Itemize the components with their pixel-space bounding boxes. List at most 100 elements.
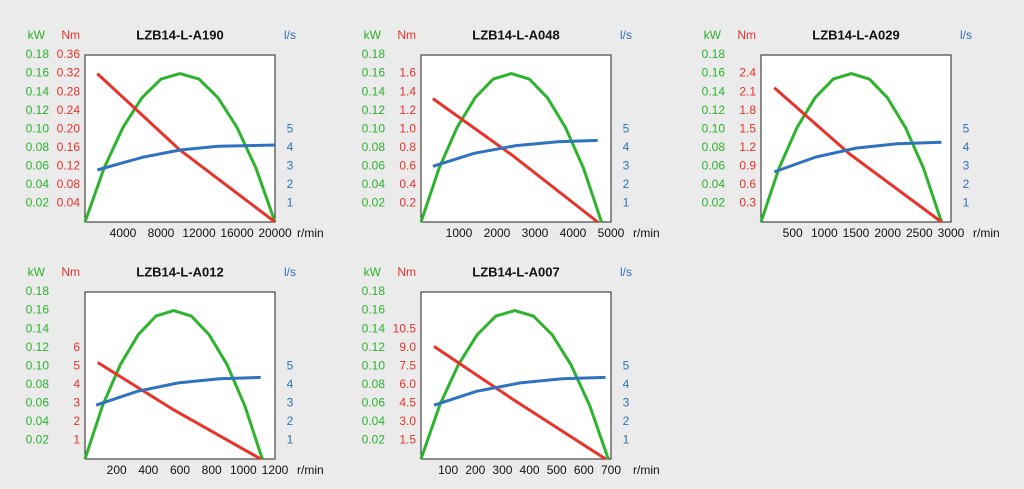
y-tick-label: 1.4 — [399, 84, 416, 98]
x-tick-label: 800 — [202, 463, 222, 477]
x-tick-label: 1500 — [843, 226, 870, 240]
axis-unit-label: Nm — [61, 28, 80, 42]
plot-area — [84, 54, 276, 223]
y-tick-label: 3 — [623, 396, 630, 410]
x-axis-label: r/min — [633, 463, 660, 477]
y-tick-label: 3 — [287, 159, 294, 173]
y-tick-label: 3 — [287, 396, 294, 410]
y-tick-label: 1.6 — [399, 66, 416, 80]
x-axis-label: r/min — [973, 226, 1000, 240]
y-tick-label: 5 — [963, 121, 970, 135]
data-line — [773, 140, 942, 174]
axis-unit-label: l/s — [960, 28, 972, 42]
axis-unit-label: l/s — [284, 265, 296, 279]
y-tick-label: 3 — [623, 159, 630, 173]
y-tick-label: 6.0 — [399, 377, 416, 391]
y-tick-label: 2 — [73, 414, 80, 428]
y-tick-label: 0.10 — [26, 358, 50, 372]
y-tick-label: 3 — [73, 396, 80, 410]
data-line — [433, 375, 606, 407]
x-tick-label: 600 — [170, 463, 190, 477]
y-tick-label: 3.0 — [399, 414, 416, 428]
y-tick-label: 0.04 — [57, 196, 81, 210]
y-tick-label: 0.16 — [362, 66, 386, 80]
x-tick-label: 700 — [601, 463, 621, 477]
y-tick-label: 0.20 — [57, 121, 81, 135]
y-tick-label: 5 — [287, 121, 294, 135]
y-tick-label: 0.16 — [362, 303, 386, 317]
y-tick-label: 4 — [963, 140, 970, 154]
y-tick-label: 0.18 — [362, 47, 386, 61]
y-tick-label: 0.04 — [26, 414, 50, 428]
axis-unit-label: Nm — [397, 28, 416, 42]
y-tick-label: 0.4 — [399, 177, 416, 191]
x-tick-label: 3000 — [938, 226, 965, 240]
y-tick-label: 2 — [623, 414, 630, 428]
y-tick-label: 1 — [963, 196, 970, 210]
x-tick-label: 2000 — [484, 226, 511, 240]
x-tick-label: 8000 — [148, 226, 175, 240]
plot-area — [420, 291, 612, 460]
y-tick-label: 6 — [73, 340, 80, 354]
y-tick-label: 4.5 — [399, 396, 416, 410]
y-tick-label: 0.12 — [362, 103, 386, 117]
chart-title: LZB14-L-A007 — [472, 264, 559, 279]
data-line — [433, 345, 607, 461]
plot-area — [420, 54, 612, 223]
y-tick-label: 1 — [287, 433, 294, 447]
y-tick-label: 0.18 — [26, 284, 50, 298]
x-axis-label: r/min — [297, 226, 324, 240]
data-line — [95, 375, 261, 407]
data-line — [96, 143, 276, 172]
y-tick-label: 5 — [623, 121, 630, 135]
y-tick-label: 0.6 — [399, 159, 416, 173]
y-tick-label: 5 — [73, 358, 80, 372]
y-tick-label: 0.18 — [362, 284, 386, 298]
data-line — [773, 86, 943, 224]
x-axis-label: r/min — [297, 463, 324, 477]
x-tick-label: 4000 — [110, 226, 137, 240]
x-tick-label: 2000 — [874, 226, 901, 240]
y-tick-label: 0.16 — [57, 140, 81, 154]
axis-unit-label: l/s — [620, 28, 632, 42]
y-tick-label: 2.4 — [739, 66, 756, 80]
chart-title: LZB14-L-A048 — [472, 27, 559, 42]
y-tick-label: 0.10 — [362, 121, 386, 135]
data-line — [96, 361, 262, 461]
y-tick-label: 4 — [623, 140, 630, 154]
x-tick-label: 200 — [465, 463, 485, 477]
axis-unit-label: kW — [704, 28, 722, 42]
y-tick-label: 0.16 — [26, 66, 50, 80]
y-tick-label: 0.04 — [362, 177, 386, 191]
y-tick-label: 0.02 — [362, 433, 386, 447]
y-tick-label: 0.14 — [26, 84, 50, 98]
y-tick-label: 0.6 — [739, 177, 756, 191]
y-tick-label: 0.14 — [702, 84, 726, 98]
y-tick-label: 0.12 — [57, 159, 81, 173]
y-tick-label: 0.04 — [702, 177, 726, 191]
y-tick-label: 10.5 — [393, 321, 417, 335]
y-tick-label: 0.08 — [702, 140, 726, 154]
axis-unit-label: l/s — [284, 28, 296, 42]
y-tick-label: 1.5 — [399, 433, 416, 447]
x-tick-label: 400 — [138, 463, 158, 477]
y-tick-label: 2 — [963, 177, 970, 191]
y-tick-label: 0.16 — [702, 66, 726, 80]
y-tick-label: 9.0 — [399, 340, 416, 354]
chart-title: LZB14-L-A190 — [136, 27, 223, 42]
y-tick-label: 0.28 — [57, 84, 81, 98]
x-tick-label: 1000 — [446, 226, 473, 240]
y-tick-label: 0.08 — [362, 377, 386, 391]
y-tick-label: 0.3 — [739, 196, 756, 210]
y-tick-label: 3 — [963, 159, 970, 173]
y-tick-label: 0.10 — [702, 121, 726, 135]
y-tick-label: 0.12 — [26, 340, 50, 354]
y-tick-label: 0.12 — [702, 103, 726, 117]
x-axis-label: r/min — [633, 226, 660, 240]
data-line — [432, 97, 599, 224]
y-tick-label: 0.18 — [702, 47, 726, 61]
y-tick-label: 2.1 — [739, 84, 756, 98]
x-tick-label: 1000 — [230, 463, 257, 477]
y-tick-label: 7.5 — [399, 358, 416, 372]
